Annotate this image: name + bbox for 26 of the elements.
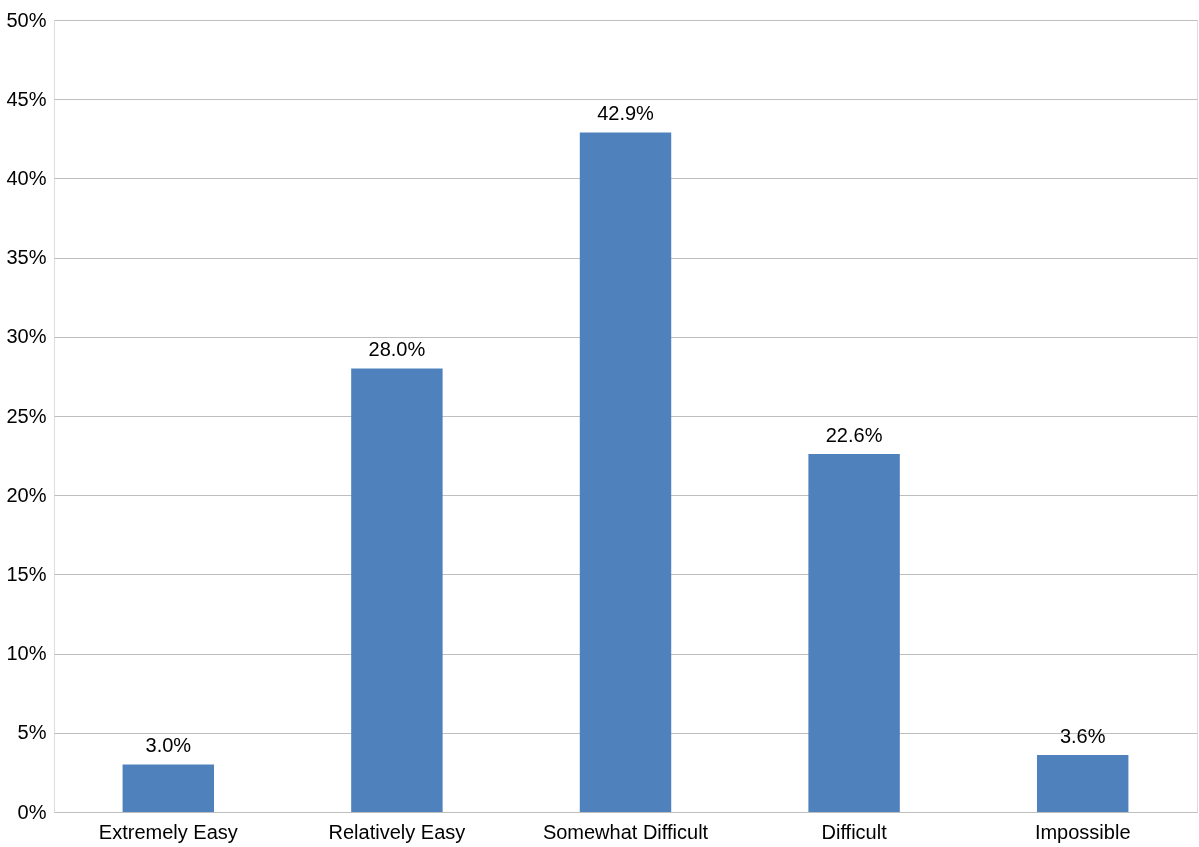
bar — [579, 132, 672, 812]
y-tick-label: 50% — [6, 8, 47, 31]
x-tick-label: Relatively Easy — [328, 820, 466, 843]
y-tick-label: 45% — [6, 87, 47, 110]
bar — [1036, 754, 1129, 812]
bar — [808, 454, 900, 812]
data-label: 28.0% — [368, 338, 426, 361]
data-label: 42.9% — [597, 102, 655, 125]
bar — [351, 368, 443, 812]
y-tick-label: 15% — [6, 562, 47, 585]
data-label: 22.6% — [825, 424, 883, 447]
y-tick-label: 40% — [6, 166, 47, 189]
bar — [122, 764, 215, 812]
x-tick-label: Extremely Easy — [98, 820, 238, 843]
y-tick-label: 25% — [6, 404, 47, 427]
data-label: 3.6% — [1059, 724, 1106, 747]
y-tick-label: 35% — [6, 246, 47, 269]
x-tick-label: Somewhat Difficult — [542, 820, 709, 843]
x-tick-label: Impossible — [1034, 820, 1131, 843]
y-tick-label: 20% — [6, 483, 47, 506]
y-tick-label: 0% — [17, 800, 47, 823]
y-tick-label: 10% — [6, 642, 47, 665]
data-label: 3.0% — [145, 734, 192, 757]
y-tick-label: 5% — [17, 721, 47, 744]
x-tick-label: Difficult — [821, 820, 888, 843]
y-tick-label: 30% — [6, 325, 47, 348]
